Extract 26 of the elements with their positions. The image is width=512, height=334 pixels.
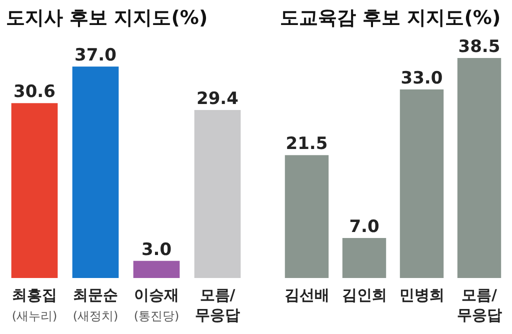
x-tick-label: 민병희 — [399, 286, 444, 304]
x-tick-label: 김선배 — [284, 286, 330, 304]
data-label: 21.5 — [286, 134, 328, 154]
data-label: 29.4 — [196, 89, 239, 109]
data-label: 7.0 — [349, 217, 380, 237]
x-tick-label: 김인희 — [342, 286, 387, 304]
chart-title: 도지사 후보 지지도(%) — [6, 7, 208, 29]
x-tick-label: 모름/ 무응답 — [195, 286, 240, 324]
bar — [133, 260, 180, 278]
bar — [72, 66, 119, 278]
bar — [194, 110, 241, 278]
data-label: 37.0 — [74, 46, 117, 66]
x-tick-label: 최흥집 (새누리) — [12, 286, 58, 323]
data-label: 3.0 — [141, 240, 172, 260]
bar — [284, 155, 329, 278]
bar — [342, 238, 386, 278]
x-tick-label: 모름/ 무응답 — [456, 286, 502, 324]
bar — [457, 58, 502, 278]
x-tick-label: 이승재 (통진당) — [134, 286, 180, 323]
data-label: 38.5 — [458, 37, 500, 57]
data-label: 30.6 — [14, 82, 56, 102]
bar — [400, 89, 444, 278]
bar — [11, 103, 58, 278]
data-label: 33.0 — [400, 68, 443, 88]
chart-title: 도교육감 후보 지지도(%) — [280, 7, 501, 29]
x-tick-label: 최문순 (새정치) — [72, 286, 118, 323]
